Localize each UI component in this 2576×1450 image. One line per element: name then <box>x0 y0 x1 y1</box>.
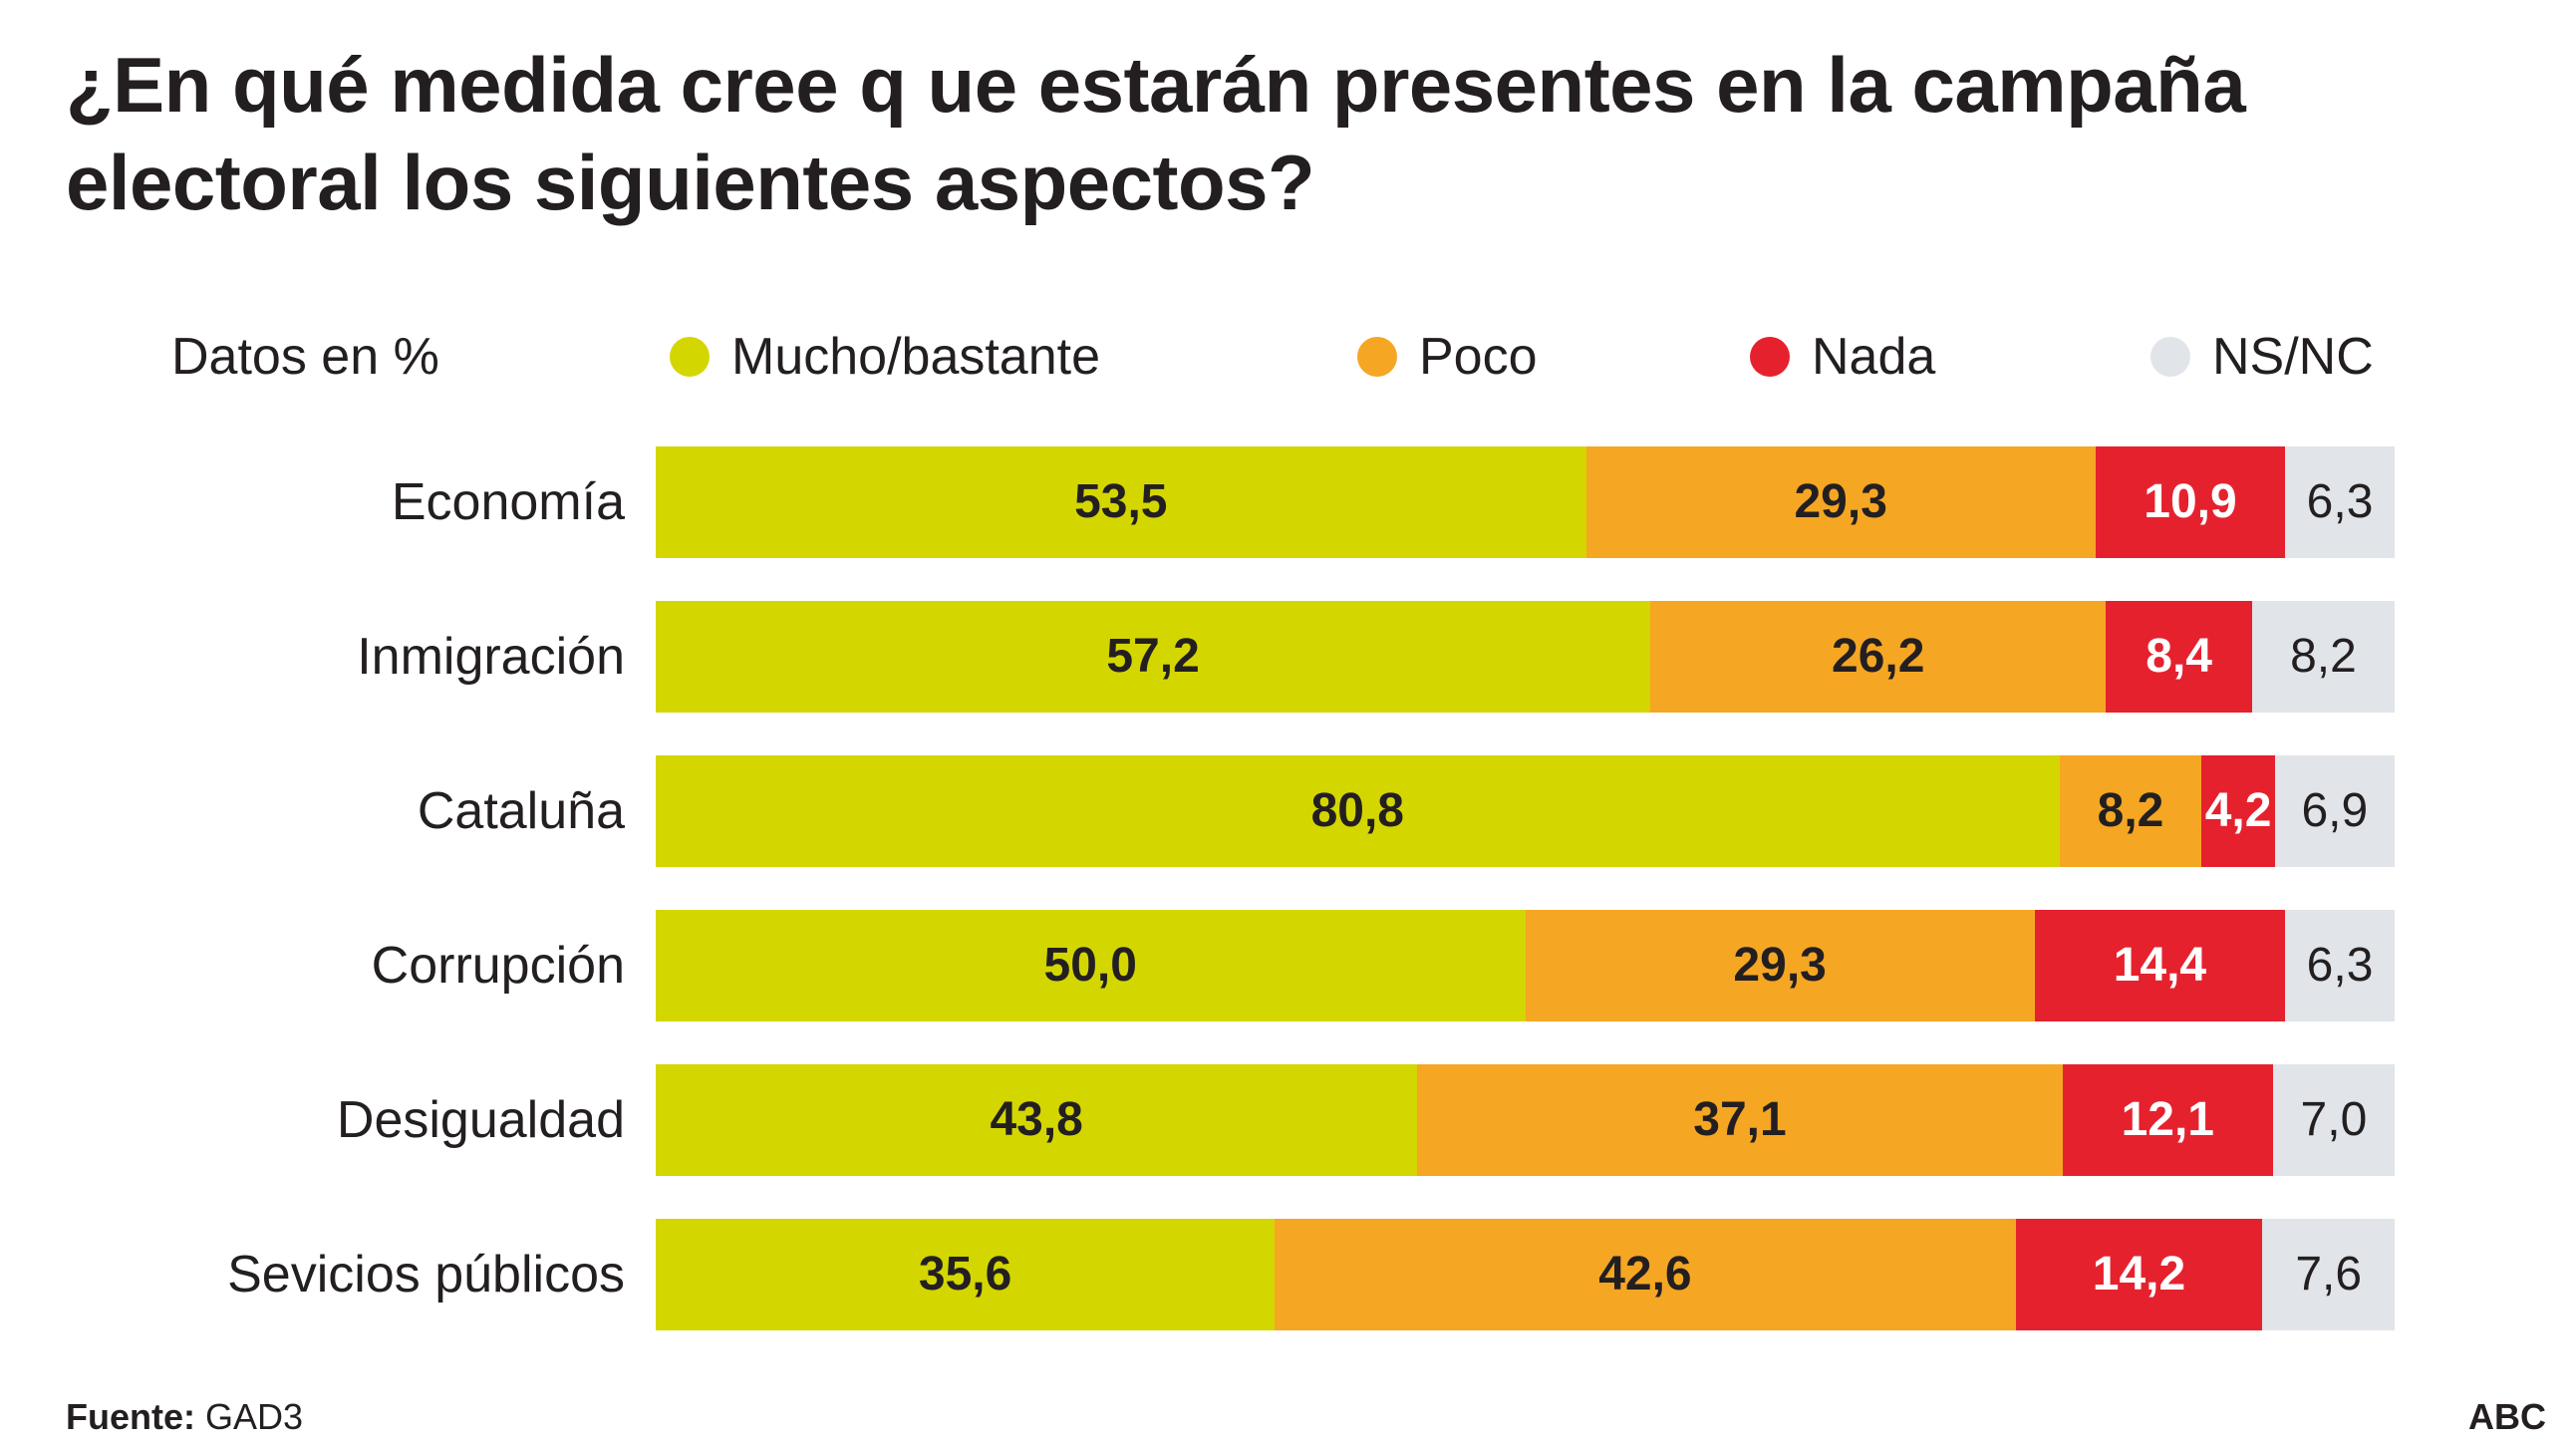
source-value: GAD3 <box>205 1396 304 1437</box>
bar-segment <box>656 1064 1418 1176</box>
data-label: 29,3 <box>1733 939 1827 992</box>
data-label: 50,0 <box>1043 939 1137 992</box>
bar-segment <box>2062 1064 2274 1176</box>
bar-segment <box>2015 1219 2263 1330</box>
category-label: Economía <box>391 473 625 531</box>
legend-item-nada: Nada <box>1750 321 1935 393</box>
legend-item-poco: Poco <box>1357 321 1538 393</box>
data-label: 12,1 <box>2121 1093 2214 1146</box>
chart-title: ¿En qué medida cree q ue estarán present… <box>66 41 2246 226</box>
data-label: 42,6 <box>1598 1248 1692 1301</box>
bar-segment <box>2059 755 2202 867</box>
legend-swatch <box>1357 337 1397 377</box>
source-note: Fuente: GAD3 <box>66 1393 303 1441</box>
bar-segment <box>1650 601 2107 713</box>
bar-segment <box>2262 1219 2396 1330</box>
bar-segment <box>656 755 2061 867</box>
data-label: 26,2 <box>1832 630 1925 683</box>
data-label: 35,6 <box>918 1248 1012 1301</box>
legend-item-ns-nc: NS/NC <box>2150 321 2374 393</box>
category-label: Corrupción <box>371 937 625 995</box>
category-label: Desigualdad <box>336 1091 625 1149</box>
data-label: 43,8 <box>990 1093 1083 1146</box>
bar-segment <box>1417 1064 2064 1176</box>
brand-logo: ABC <box>2468 1396 2546 1437</box>
data-label: 14,4 <box>2113 939 2207 992</box>
bar-segment <box>656 601 1651 713</box>
bar-segment <box>2272 1064 2396 1176</box>
data-label: 53,5 <box>1074 475 1168 528</box>
data-label: 6,3 <box>2306 939 2374 992</box>
data-label: 8,2 <box>2290 630 2357 683</box>
data-label: 37,1 <box>1693 1093 1787 1146</box>
data-label: 10,9 <box>2144 475 2237 528</box>
data-label: 57,2 <box>1106 630 1200 683</box>
bar-segment <box>1275 1219 2017 1330</box>
unit-note: Datos en % <box>171 328 439 386</box>
data-label: 4,2 <box>2204 784 2272 837</box>
legend-label: Nada <box>1812 328 1936 386</box>
legend-item-mucho-bastante: Mucho/bastante <box>670 321 1100 393</box>
data-label: 8,4 <box>2146 630 2212 683</box>
bar-segment <box>656 1219 1276 1330</box>
data-label: 8,2 <box>2097 784 2164 837</box>
bar-segment <box>2106 601 2253 713</box>
bar-segment <box>1585 446 2097 558</box>
bar-segment <box>2285 910 2396 1021</box>
legend-swatch <box>670 337 710 377</box>
data-label: 6,3 <box>2306 475 2374 528</box>
legend-swatch <box>2150 337 2190 377</box>
bar-segment <box>2201 755 2276 867</box>
bar-segment <box>2285 446 2396 558</box>
bar-segment <box>2274 755 2396 867</box>
data-label: 29,3 <box>1794 475 1887 528</box>
legend-label: NS/NC <box>2212 328 2374 386</box>
data-label: 80,8 <box>1310 784 1404 837</box>
data-label: 6,9 <box>2301 784 2369 837</box>
data-label: 7,6 <box>2295 1248 2363 1301</box>
bar-segment <box>2095 446 2286 558</box>
bar-segment <box>2034 910 2286 1021</box>
data-label: 7,0 <box>2300 1093 2368 1146</box>
bar-segment <box>656 910 1526 1021</box>
legend-label: Poco <box>1419 328 1538 386</box>
bar-segment <box>656 446 1587 558</box>
category-label: Cataluña <box>417 782 625 840</box>
category-label: Sevicios públicos <box>227 1246 625 1304</box>
legend-label: Mucho/bastante <box>731 328 1101 386</box>
data-label: 14,2 <box>2092 1248 2186 1301</box>
source-label: Fuente: <box>66 1396 195 1437</box>
category-label: Inmigración <box>357 628 625 686</box>
legend-swatch <box>1750 337 1790 377</box>
bar-segment <box>2251 601 2396 713</box>
bar-segment <box>1525 910 2036 1021</box>
